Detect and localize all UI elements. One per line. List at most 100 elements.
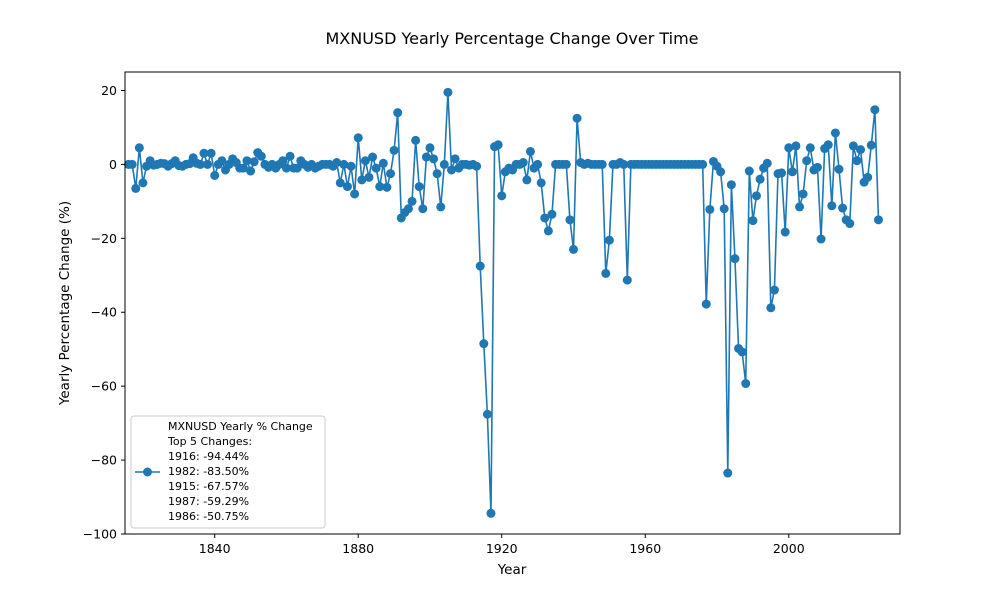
y-axis-label: Yearly Percentage Change (%) (57, 201, 73, 406)
data-point (823, 140, 833, 150)
data-point (195, 159, 205, 169)
data-point (131, 183, 141, 193)
data-point (389, 145, 399, 155)
y-tick-label: 0 (109, 157, 117, 172)
data-point (407, 196, 417, 206)
data-point (393, 108, 403, 118)
data-point (281, 163, 291, 173)
legend-entry: 1986: -50.75% (168, 510, 249, 523)
data-point (249, 157, 259, 167)
data-point (479, 339, 489, 349)
data-point (873, 215, 883, 225)
data-point (134, 143, 144, 153)
data-point (540, 213, 550, 223)
data-point (482, 409, 492, 419)
data-point (791, 141, 801, 151)
x-tick-label: 1920 (486, 541, 518, 556)
data-point (597, 159, 607, 169)
data-point (827, 201, 837, 211)
data-point (838, 203, 848, 213)
data-point (726, 180, 736, 190)
y-tick-label: −80 (91, 453, 117, 468)
data-point (744, 166, 754, 176)
data-point (536, 178, 546, 188)
data-point (138, 178, 148, 188)
data-point (335, 178, 345, 188)
legend-entry: MXNUSD Yearly % Change (168, 420, 313, 433)
data-point (443, 87, 453, 97)
y-tick-label: −40 (91, 305, 117, 320)
data-point (601, 268, 611, 278)
data-point (547, 209, 557, 219)
data-point (701, 299, 711, 309)
data-point (723, 468, 733, 478)
data-point (346, 161, 356, 171)
data-point (342, 182, 352, 192)
legend-entry: 1915: -67.57% (168, 480, 249, 493)
data-point (705, 204, 715, 214)
y-axis: −100 −80 −60 −40 −20 0 20 (83, 83, 125, 542)
data-point (439, 159, 449, 169)
data-point (866, 140, 876, 150)
data-point (256, 151, 266, 161)
data-point (332, 158, 342, 168)
data-point (543, 226, 553, 236)
plot-frame (124, 71, 901, 535)
data-point (217, 156, 227, 166)
data-point (716, 167, 726, 177)
data-point (493, 140, 503, 150)
data-point (378, 158, 388, 168)
data-point (848, 141, 858, 151)
data-point (238, 163, 248, 173)
data-point (769, 285, 779, 295)
data-point (787, 167, 797, 177)
data-point (278, 156, 288, 166)
data-point (845, 219, 855, 229)
data-point (565, 215, 575, 225)
data-point (856, 145, 866, 155)
data-point (432, 169, 442, 179)
data-point (755, 174, 765, 184)
y-tick-label: −100 (83, 527, 117, 542)
data-point (371, 163, 381, 173)
data-point (242, 156, 252, 166)
data-point (741, 379, 751, 389)
data-point (450, 154, 460, 164)
data-point (285, 151, 295, 161)
data-point (798, 189, 808, 199)
chart-title: MXNUSD Yearly Percentage Change Over Tim… (325, 29, 698, 48)
y-tick-label: −60 (91, 379, 117, 394)
y-tick-label: −20 (91, 231, 117, 246)
data-point (834, 164, 844, 174)
legend-entry: 1916: -94.44% (168, 450, 249, 463)
data-point (830, 128, 840, 138)
data-point (518, 158, 528, 168)
data-point (403, 204, 413, 214)
plot-area (124, 87, 883, 518)
data-point (805, 143, 815, 153)
data-point (368, 152, 378, 162)
data-point (339, 159, 349, 169)
data-point (766, 303, 776, 313)
data-point (863, 172, 873, 182)
data-point (748, 216, 758, 226)
data-point (206, 148, 216, 158)
x-axis-label: Year (497, 562, 527, 578)
data-point (292, 163, 302, 173)
data-point (199, 148, 209, 158)
data-point (364, 172, 374, 182)
x-tick-label: 2000 (773, 541, 805, 556)
data-point (246, 166, 256, 176)
data-point (780, 227, 790, 237)
data-point (486, 508, 496, 518)
data-point (816, 234, 826, 244)
data-point (751, 191, 761, 201)
data-point (375, 182, 385, 192)
x-tick-label: 1840 (199, 541, 231, 556)
data-point (784, 143, 794, 153)
data-point (812, 162, 822, 172)
data-point (421, 152, 431, 162)
data-point (737, 347, 747, 357)
data-point (472, 161, 482, 171)
legend-marker-swatch (143, 467, 152, 477)
